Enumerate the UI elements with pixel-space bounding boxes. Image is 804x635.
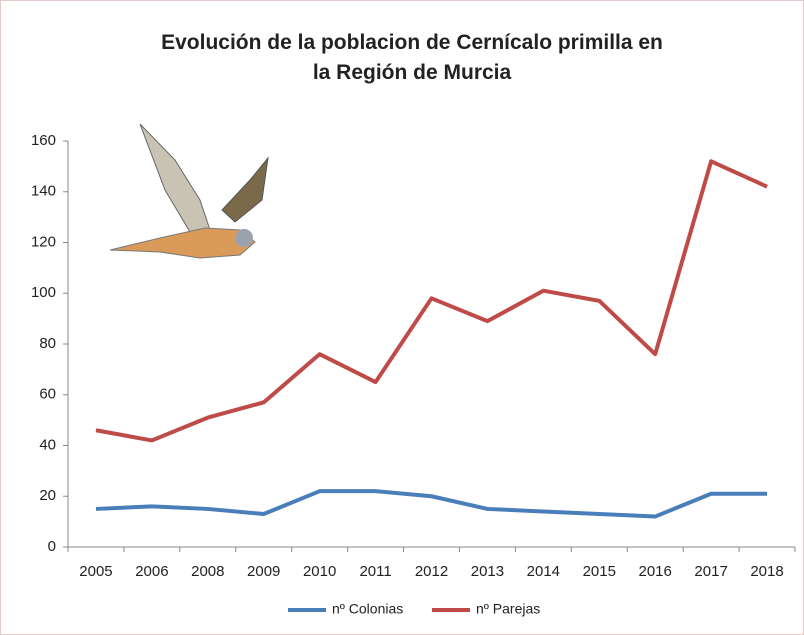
x-tick-label: 2010 [303,563,336,580]
y-tick-label: 140 [31,183,56,200]
x-tick-label: 2015 [583,563,616,580]
chart-title: Evolución de la poblacion de Cernícalo p… [161,31,663,84]
x-tick-label: 2013 [471,563,504,580]
y-tick-label: 80 [39,335,56,352]
x-tick-label: 2016 [639,563,672,580]
legend-label: nº Parejas [476,601,540,617]
bird-illustration [109,123,269,259]
y-tick-label: 100 [31,284,56,301]
x-tick-label: 2005 [79,563,112,580]
legend-label: nº Colonias [332,601,403,617]
y-tick-label: 60 [39,386,56,403]
x-tick-label: 2011 [359,563,391,580]
x-tick-label: 2009 [247,563,280,580]
x-tick-label: 2017 [694,563,727,580]
x-tick-label: 2014 [527,563,560,580]
y-tick-label: 160 [31,132,56,149]
y-tick-label: 20 [39,487,56,504]
x-tick-label: 2018 [750,563,783,580]
series-line [95,159,768,443]
y-tick-label: 0 [48,538,56,555]
series-line [95,489,768,519]
y-tick-label: 120 [31,233,56,250]
y-tick-label: 40 [39,436,56,453]
x-tick-label: 2012 [415,563,448,580]
x-tick-label: 2006 [135,563,168,580]
x-tick-label: 2008 [191,563,224,580]
